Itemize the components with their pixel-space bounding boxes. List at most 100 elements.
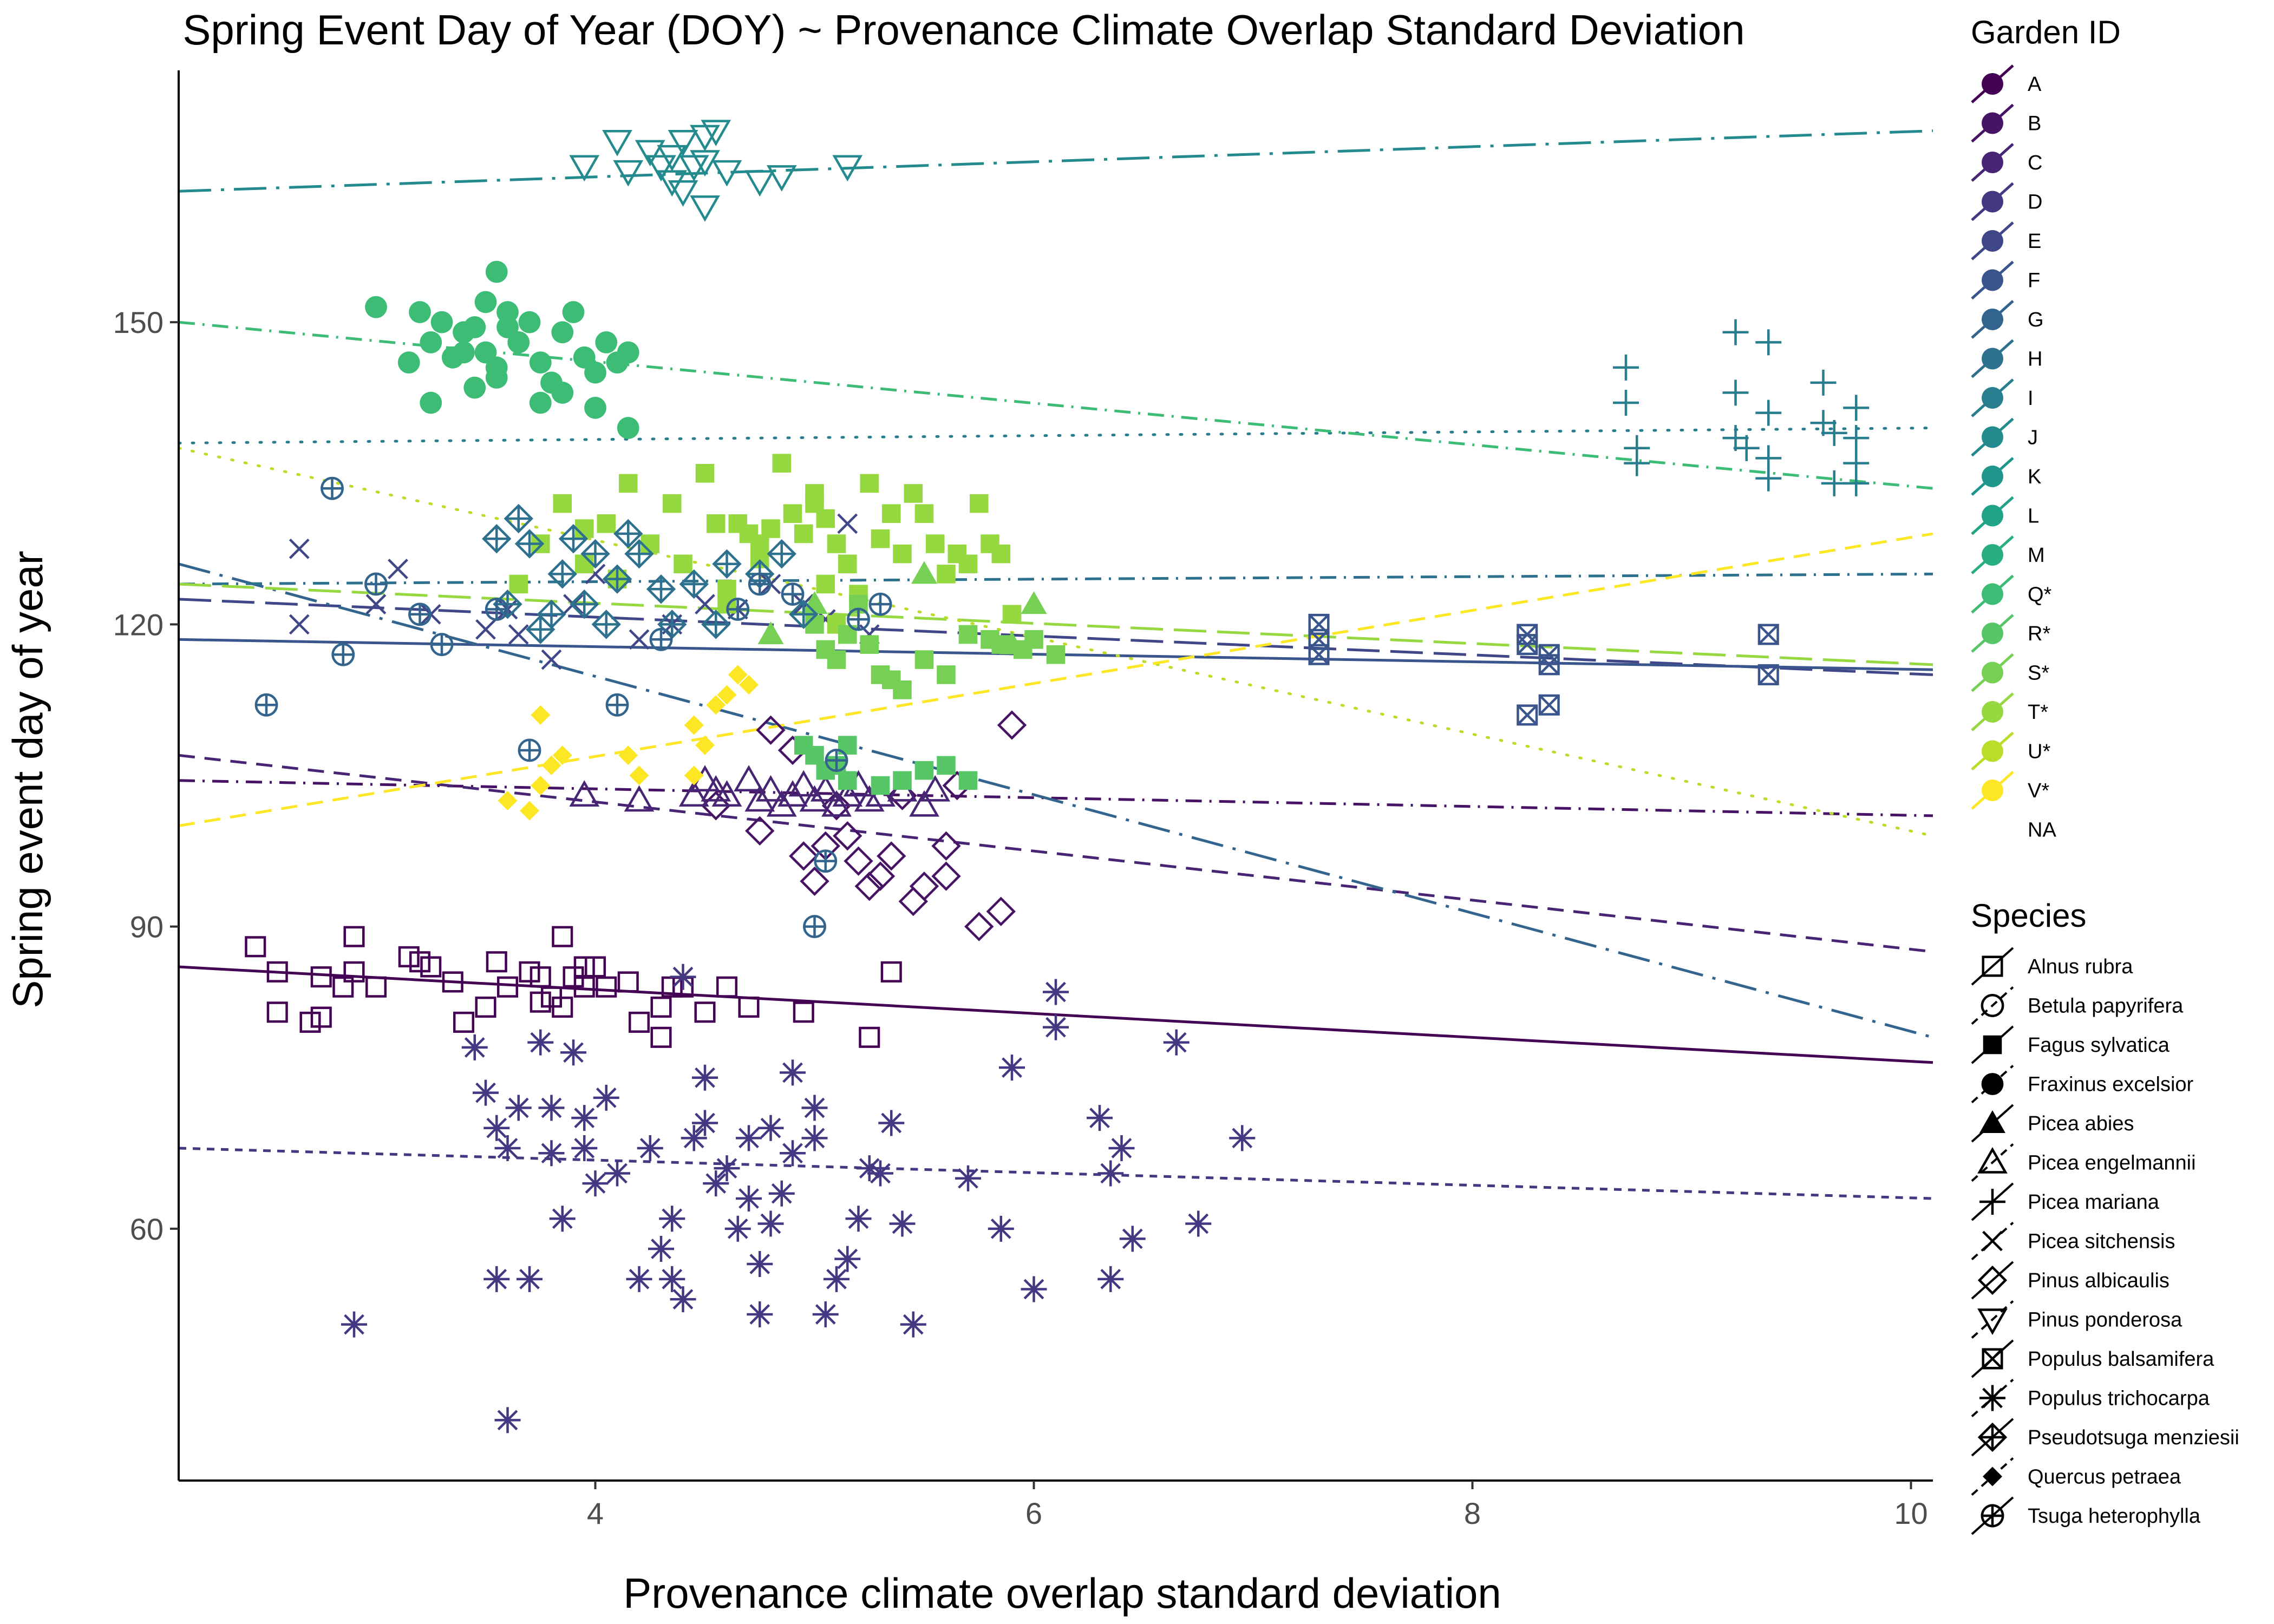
data-point-8-3 — [420, 331, 442, 353]
data-point-12-1 — [801, 591, 828, 614]
data-point-0-17 — [496, 976, 519, 998]
legend-garden-item: U* — [1971, 731, 2050, 771]
data-point-6-13 — [1810, 410, 1837, 436]
data-point-13-13 — [728, 665, 748, 685]
trend-line-8 — [179, 427, 1933, 444]
legend-garden-item: C — [1971, 143, 2042, 182]
data-point-10-12 — [706, 514, 726, 533]
data-point-8-0 — [365, 296, 387, 318]
data-point-14-15 — [679, 569, 709, 599]
data-point-0-39 — [859, 1026, 880, 1048]
data-point-10-31 — [914, 504, 934, 523]
data-point-10-19 — [783, 504, 802, 523]
data-point-9-5 — [871, 776, 890, 795]
data-point-10-23 — [827, 534, 846, 553]
data-point-10-41 — [750, 534, 769, 553]
data-point-10-18 — [772, 454, 792, 473]
legend-garden-item: J — [1971, 417, 2038, 457]
data-point-0-4 — [310, 1006, 332, 1028]
data-point-1-4 — [789, 841, 819, 871]
data-point-3-4 — [483, 1266, 510, 1292]
chart-title: Spring Event Day of Year (DOY) ~ Provena… — [182, 6, 1744, 54]
data-point-5-2 — [1308, 644, 1330, 665]
legend-species-label: Tsuga heterophylla — [2028, 1505, 2201, 1528]
legend-garden-label: H — [2028, 348, 2042, 371]
data-point-4-5 — [475, 619, 496, 640]
trend-line-4 — [179, 598, 1933, 676]
data-point-9-6 — [893, 771, 912, 790]
data-point-12-0 — [757, 621, 784, 644]
data-point-8-26 — [584, 396, 606, 419]
data-point-14-7 — [570, 589, 599, 619]
trend-line-12 — [179, 447, 1933, 837]
data-point-7-17 — [690, 125, 720, 152]
trend-line-13 — [179, 532, 1933, 828]
legend-garden-label: S* — [2028, 662, 2049, 685]
data-point-0-25 — [573, 956, 595, 978]
legend-garden-item: V* — [1971, 771, 2049, 810]
data-point-3-62 — [1229, 1125, 1256, 1151]
data-point-3-30 — [724, 1215, 751, 1242]
data-point-2-7 — [744, 785, 775, 812]
data-point-15-4 — [408, 603, 432, 626]
data-point-6-8 — [1755, 329, 1782, 356]
data-point-3-41 — [824, 1266, 850, 1292]
data-point-0-31 — [650, 1026, 672, 1048]
legend-garden-item: E — [1971, 221, 2041, 260]
data-point-8-17 — [518, 311, 541, 333]
data-point-14-19 — [767, 539, 796, 569]
data-point-0-29 — [617, 971, 639, 993]
legend-species-label: Betula papyrifera — [2028, 995, 2184, 1018]
data-point-14-17 — [712, 549, 742, 579]
data-point-15-14 — [814, 849, 838, 873]
data-point-7-2 — [613, 160, 644, 187]
legend-garden-item: T* — [1971, 692, 2048, 731]
data-point-7-0 — [569, 155, 600, 182]
legend-species-item: Picea engelmannii — [1971, 1143, 2196, 1182]
data-point-10-3 — [574, 519, 594, 538]
legend-species-label: Quercus petraea — [2028, 1466, 2181, 1489]
data-point-0-38 — [793, 1001, 814, 1023]
legend-species-key — [1981, 1504, 2004, 1528]
legend-species-item: Pinus ponderosa — [1971, 1300, 2182, 1339]
data-point-10-28 — [881, 504, 901, 523]
data-point-3-51 — [999, 1055, 1025, 1081]
legend-species-label: Picea mariana — [2028, 1191, 2160, 1214]
data-point-13-8 — [684, 765, 704, 785]
data-point-10-26 — [860, 474, 879, 493]
data-point-13-0 — [498, 791, 518, 811]
data-point-2-2 — [678, 780, 709, 807]
data-point-5-4 — [1517, 634, 1538, 656]
data-point-15-7 — [518, 738, 541, 762]
data-point-6-15 — [1821, 470, 1847, 496]
data-point-12-3 — [999, 631, 1025, 654]
legend-species-item: Picea abies — [1971, 1104, 2134, 1143]
data-point-8-8 — [463, 316, 486, 338]
data-point-14-8 — [580, 539, 610, 569]
data-point-3-53 — [1043, 1014, 1069, 1040]
trend-line-9 — [179, 129, 1933, 193]
legend-species-item: Pinus albicaulis — [1971, 1261, 2170, 1300]
data-point-5-5 — [1517, 704, 1538, 726]
data-point-1-12 — [877, 841, 906, 871]
data-point-4-0 — [289, 538, 310, 559]
data-point-3-37 — [780, 1140, 806, 1167]
data-point-14-13 — [646, 574, 676, 604]
data-point-2-9 — [766, 790, 797, 817]
legend-species-item: Picea sitchensis — [1971, 1222, 2175, 1260]
data-point-15-15 — [825, 749, 848, 772]
x-tick-label-8: 8 — [1464, 1496, 1481, 1530]
data-point-4-18 — [837, 513, 858, 534]
y-axis-title: Spring event day of year — [4, 551, 51, 1009]
data-point-15-10 — [726, 598, 750, 621]
data-point-7-8 — [678, 155, 709, 182]
data-point-2-10 — [777, 780, 808, 807]
data-point-8-21 — [551, 321, 574, 344]
data-point-3-11 — [538, 1140, 565, 1167]
data-point-13-4 — [541, 755, 561, 775]
data-point-3-44 — [856, 1155, 883, 1182]
legend-garden-label: B — [2028, 113, 2041, 135]
data-point-9-7 — [914, 761, 934, 780]
legend-species-key — [1979, 1189, 2005, 1215]
data-point-7-12 — [711, 160, 742, 187]
